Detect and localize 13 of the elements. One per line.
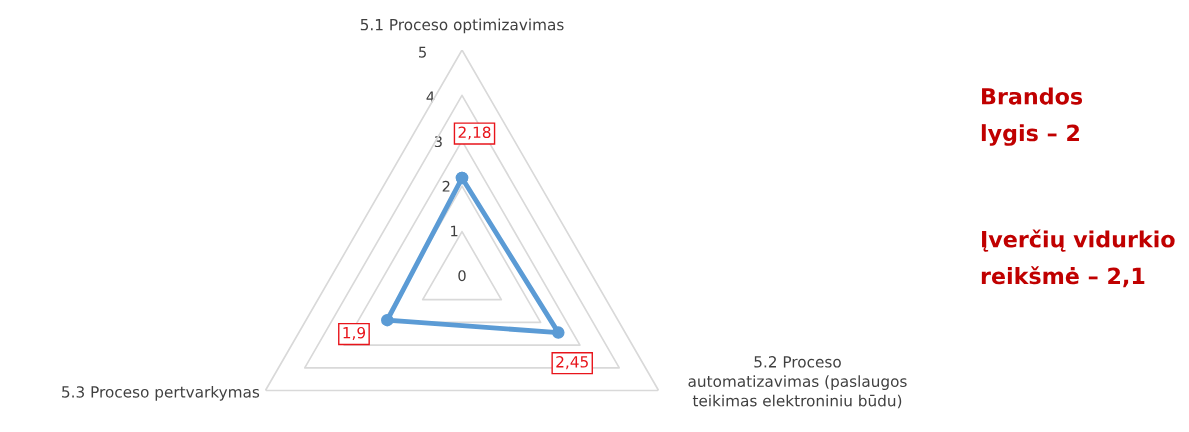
text: Brandos lygis – 2 (981, 87, 1083, 146)
data-label: 1,9 (343, 326, 366, 341)
spoke-label: 5.1 Proceso optimizavimas (360, 18, 564, 34)
spoke-label: 5.3 Proceso pertvarkymas (62, 385, 260, 401)
y-tick-label: 2 (442, 180, 450, 192)
data-label: 2,45 (556, 356, 588, 370)
spoke-label: 5.2 Proceso automatizavimas (paslaugos teikimas elektroniniu būdu) (688, 356, 907, 409)
y-tick-label: 1 (451, 225, 458, 237)
y-tick-label: 0 (458, 270, 466, 282)
y-tick-label: 3 (434, 136, 442, 148)
y-tick-label: 5 (419, 46, 426, 58)
data-label: 2,18 (458, 126, 491, 140)
text: Įverčių vidurkio reikšmė – 2,1 (981, 229, 1175, 288)
